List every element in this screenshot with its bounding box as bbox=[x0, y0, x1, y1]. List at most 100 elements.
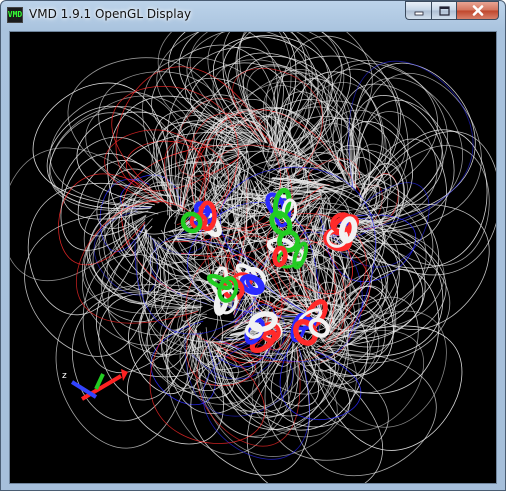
helix-segment bbox=[269, 210, 293, 236]
field-line bbox=[305, 325, 463, 451]
maximize-button[interactable] bbox=[431, 1, 456, 20]
field-line bbox=[266, 213, 367, 341]
field-line bbox=[297, 330, 425, 431]
field-line bbox=[147, 290, 204, 389]
maximize-icon bbox=[438, 5, 450, 16]
field-line bbox=[212, 81, 371, 193]
field-line bbox=[121, 143, 248, 297]
y-axis-arrow bbox=[94, 373, 105, 390]
field-line bbox=[222, 162, 278, 196]
field-line bbox=[148, 181, 184, 218]
field-line bbox=[186, 332, 260, 405]
field-line bbox=[98, 293, 198, 401]
field-line bbox=[149, 310, 266, 444]
field-line bbox=[349, 145, 490, 267]
field-line bbox=[313, 319, 349, 372]
helix-segment bbox=[338, 216, 358, 244]
title-bar[interactable]: VMD VMD 1.9.1 OpenGL Display bbox=[1, 1, 505, 29]
field-line bbox=[101, 224, 202, 336]
field-line bbox=[351, 62, 476, 224]
field-line bbox=[212, 36, 319, 166]
field-line bbox=[221, 298, 349, 417]
field-line bbox=[294, 350, 340, 383]
field-lines bbox=[10, 32, 496, 483]
field-line bbox=[156, 185, 243, 260]
field-line bbox=[257, 82, 385, 193]
field-line bbox=[191, 322, 222, 358]
axes-indicator: z bbox=[62, 369, 128, 401]
field-line bbox=[227, 52, 329, 177]
field-line bbox=[239, 32, 373, 170]
field-line bbox=[71, 291, 221, 422]
field-line bbox=[98, 71, 227, 217]
field-line bbox=[128, 193, 166, 240]
field-line bbox=[10, 147, 174, 281]
field-line bbox=[213, 106, 340, 217]
field-line bbox=[212, 161, 259, 218]
field-line bbox=[166, 77, 285, 232]
field-line bbox=[164, 139, 229, 226]
field-line bbox=[304, 335, 346, 362]
field-line bbox=[136, 237, 198, 265]
minimize-button[interactable] bbox=[405, 1, 431, 20]
field-line bbox=[348, 61, 474, 231]
helix-segment bbox=[272, 245, 288, 268]
field-line bbox=[220, 132, 260, 177]
field-line bbox=[234, 177, 384, 301]
field-line bbox=[107, 95, 250, 235]
field-line bbox=[207, 32, 330, 175]
helix-segment bbox=[272, 187, 292, 220]
field-line bbox=[142, 57, 281, 235]
close-icon bbox=[472, 5, 483, 16]
field-line bbox=[348, 138, 447, 246]
field-line bbox=[327, 159, 366, 218]
field-line bbox=[176, 98, 264, 165]
helix-segment bbox=[239, 274, 265, 296]
field-line bbox=[140, 277, 219, 358]
field-line bbox=[134, 237, 261, 335]
opengl-display-canvas[interactable]: z bbox=[9, 31, 497, 484]
field-line bbox=[61, 136, 180, 220]
field-line bbox=[151, 44, 280, 148]
field-line bbox=[191, 109, 361, 229]
field-line bbox=[328, 203, 490, 330]
field-line bbox=[340, 131, 496, 276]
field-line bbox=[246, 339, 383, 483]
field-line bbox=[178, 32, 307, 144]
field-line bbox=[184, 46, 284, 149]
field-line bbox=[205, 327, 320, 419]
field-line bbox=[291, 296, 419, 394]
field-line bbox=[83, 192, 150, 291]
field-line bbox=[257, 186, 377, 340]
field-line bbox=[143, 223, 207, 264]
window-controls bbox=[405, 1, 499, 21]
helix-segment bbox=[189, 212, 208, 231]
helix-segment bbox=[292, 241, 309, 270]
window-title: VMD 1.9.1 OpenGL Display bbox=[29, 7, 192, 21]
field-line bbox=[258, 116, 292, 160]
field-line bbox=[221, 179, 334, 333]
close-button[interactable] bbox=[456, 1, 499, 20]
helix-segment bbox=[206, 273, 233, 291]
field-line bbox=[332, 129, 488, 269]
field-line bbox=[60, 153, 164, 251]
helix-segment bbox=[216, 288, 238, 315]
field-line bbox=[308, 158, 361, 186]
field-line bbox=[24, 211, 152, 357]
field-line bbox=[166, 285, 320, 414]
field-line bbox=[215, 120, 277, 154]
field-line bbox=[303, 269, 440, 394]
field-line bbox=[46, 105, 169, 216]
field-line bbox=[273, 284, 322, 316]
field-line bbox=[219, 166, 376, 337]
vmd-app-icon[interactable]: VMD bbox=[7, 7, 23, 23]
field-line bbox=[340, 83, 443, 221]
field-line bbox=[236, 32, 351, 169]
field-line bbox=[275, 91, 342, 191]
field-line bbox=[243, 175, 352, 274]
field-line bbox=[48, 112, 172, 217]
field-line bbox=[302, 196, 424, 339]
field-line bbox=[145, 306, 210, 393]
app-icon-label: VMD bbox=[7, 10, 23, 19]
molecule-scene: z bbox=[10, 32, 496, 483]
